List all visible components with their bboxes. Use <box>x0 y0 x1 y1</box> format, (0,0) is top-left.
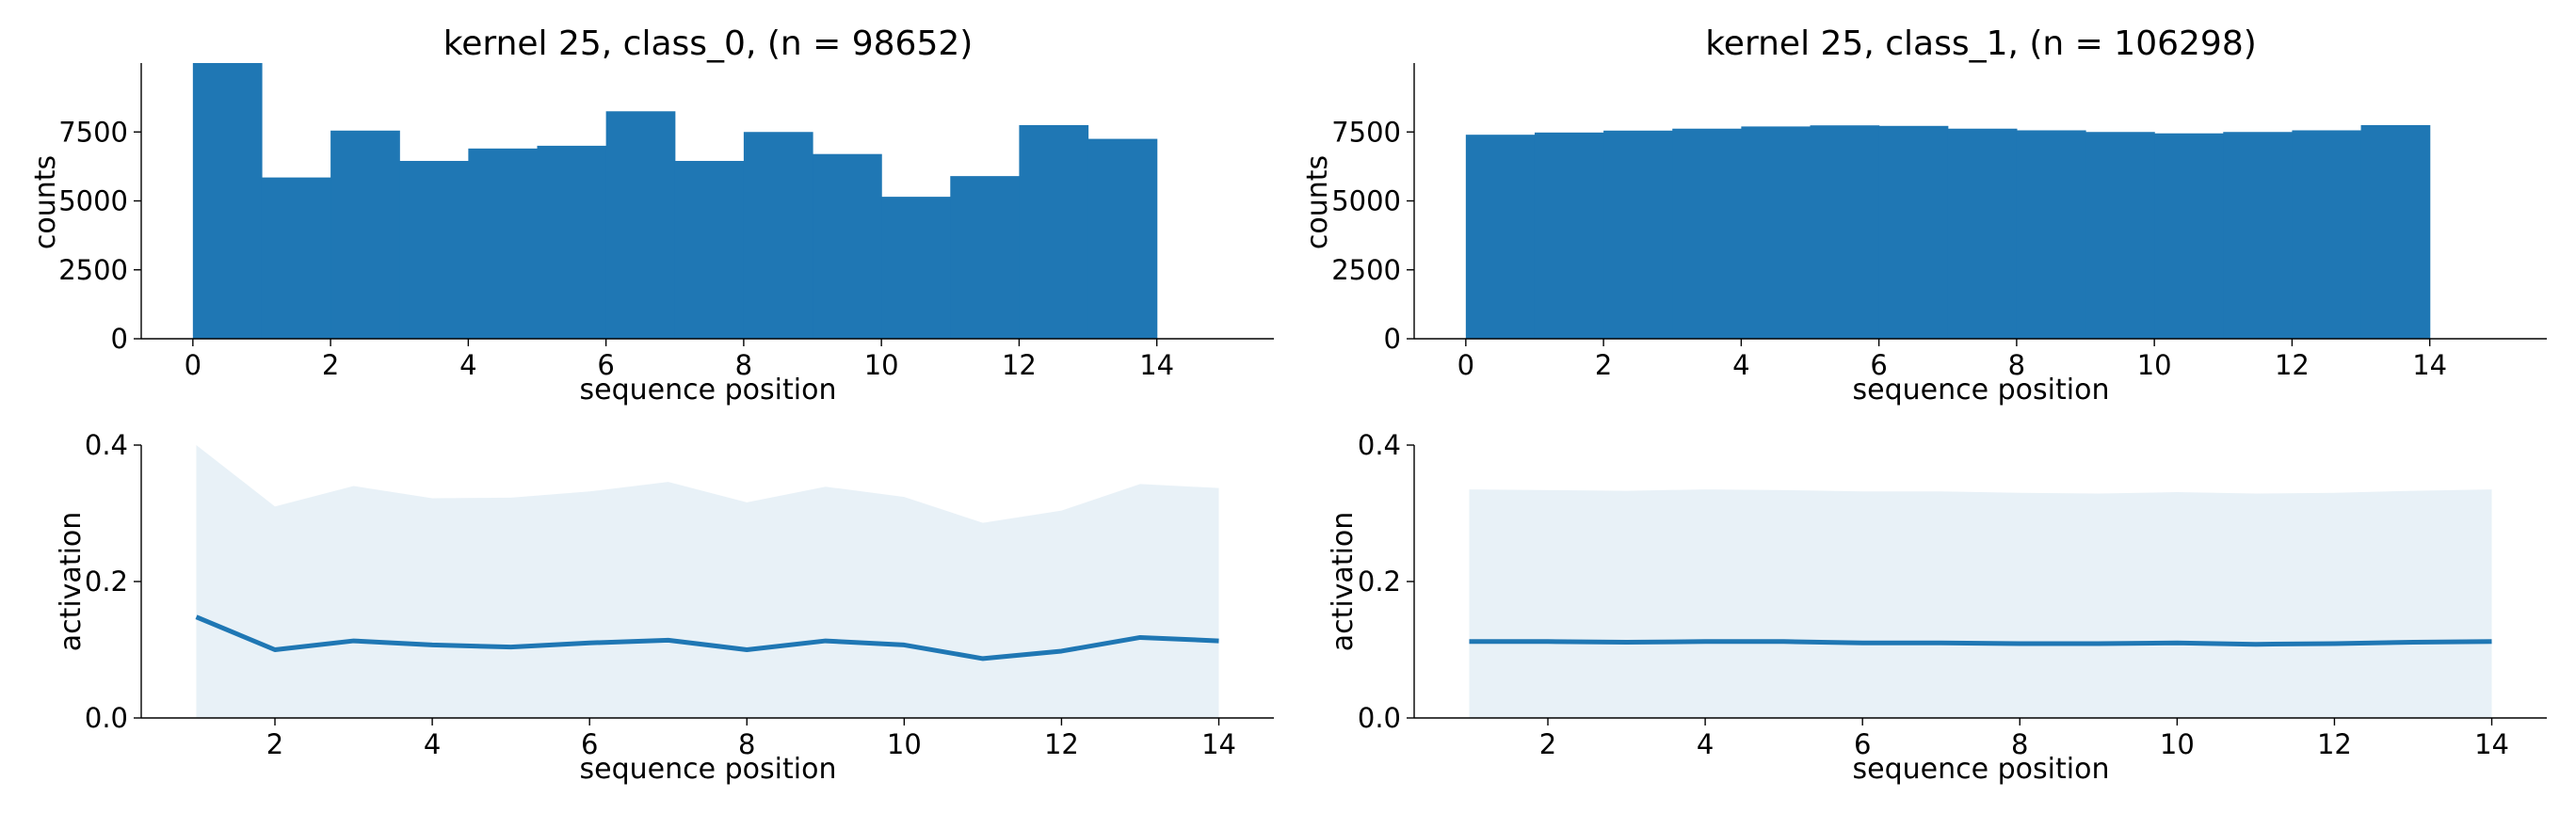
y-tick-label: 0.4 <box>85 429 128 461</box>
x-axis-label: sequence position <box>1853 753 2110 786</box>
histogram-bar <box>2016 130 2086 339</box>
histogram-bar <box>1603 130 1673 339</box>
y-tick-label: 2500 <box>1331 254 1401 286</box>
x-tick-label: 4 <box>459 349 476 381</box>
x-tick-label: 6 <box>581 728 598 760</box>
y-tick-label: 0 <box>111 323 128 355</box>
x-tick-label: 6 <box>1870 349 1887 381</box>
histogram-bar <box>2360 124 2431 339</box>
histogram-bar <box>605 111 676 340</box>
x-tick-label: 0 <box>1457 349 1474 381</box>
y-tick-label: 0 <box>1384 323 1401 355</box>
x-tick-label: 8 <box>2008 349 2025 381</box>
y-tick-label: 0.0 <box>85 702 128 734</box>
histogram-bar <box>1019 124 1089 339</box>
histogram-class-1-panel: kernel 25, class_1, (n = 106298) sequenc… <box>1301 24 2547 406</box>
histogram-bar <box>813 153 882 339</box>
y-tick-label: 2500 <box>58 254 128 286</box>
x-tick-label: 2 <box>322 349 339 381</box>
y-tick-label: 0.4 <box>1358 429 1401 461</box>
histogram-bar <box>330 130 400 339</box>
histogram-bar <box>1810 125 1880 339</box>
histogram-bar <box>1878 125 1949 339</box>
y-tick-label: 0.0 <box>1358 702 1401 734</box>
y-axis-label: activation <box>55 512 88 652</box>
chart-title: kernel 25, class_1, (n = 106298) <box>1705 24 2257 63</box>
histogram-bar <box>881 197 951 339</box>
x-tick-label: 8 <box>2011 728 2028 760</box>
histogram-bar <box>537 145 607 339</box>
histogram-bar <box>674 161 745 339</box>
histogram-bar <box>1087 138 1158 339</box>
x-tick-label: 14 <box>2474 728 2509 760</box>
histogram-bar <box>2292 130 2362 339</box>
x-tick-label: 14 <box>1139 349 1174 381</box>
y-tick-label: 0.2 <box>1358 566 1401 598</box>
histogram-bar <box>192 63 263 339</box>
x-tick-label: 10 <box>2160 728 2195 760</box>
activation-class-0-panel: sequence position activation 2 4 6 8 10 12 14 0… <box>55 429 1274 786</box>
histogram-bar <box>1672 128 1742 339</box>
x-tick-label: 14 <box>2412 349 2447 381</box>
x-tick-label: 2 <box>1539 728 1556 760</box>
histogram-bar <box>2154 133 2224 339</box>
activation-band <box>1469 489 2492 718</box>
x-tick-label: 8 <box>738 728 755 760</box>
y-tick-label: 7500 <box>1331 116 1401 148</box>
activation-mean-line <box>1469 639 2492 647</box>
histogram-bar <box>1465 135 1536 339</box>
y-tick-label: 0.2 <box>85 566 128 598</box>
y-axis-label: counts <box>1301 155 1334 249</box>
x-tick-label: 12 <box>2275 349 2310 381</box>
x-tick-label: 12 <box>1044 728 1079 760</box>
x-axis-label: sequence position <box>580 753 837 786</box>
histogram-bar <box>399 161 469 339</box>
histogram-bar <box>2085 132 2155 339</box>
x-tick-label: 6 <box>597 349 614 381</box>
activation-mean-line <box>195 614 1219 662</box>
histogram-bar <box>2223 132 2294 339</box>
x-tick-label: 12 <box>1002 349 1037 381</box>
histogram-bar <box>743 132 813 339</box>
activation-band <box>196 445 1219 718</box>
x-axis-label: sequence position <box>1853 374 2110 406</box>
histogram-class-0-panel: kernel 25, class_0, (n = 98652) sequence… <box>29 24 1274 406</box>
x-tick-label: 4 <box>1732 349 1749 381</box>
y-tick-label: 5000 <box>1331 185 1401 217</box>
y-axis-label: counts <box>29 155 62 249</box>
y-axis-label: activation <box>1327 512 1360 652</box>
activation-class-1-panel: sequence position activation 2 4 6 8 10 12 14 0… <box>1327 429 2547 786</box>
x-tick-label: 2 <box>1595 349 1612 381</box>
x-tick-label: 2 <box>266 728 283 760</box>
x-tick-label: 10 <box>887 728 922 760</box>
histogram-bar <box>950 176 1021 339</box>
x-tick-label: 4 <box>1697 728 1714 760</box>
chart-title: kernel 25, class_0, (n = 98652) <box>443 24 974 63</box>
histogram-bar <box>261 177 331 339</box>
x-tick-label: 6 <box>1854 728 1871 760</box>
x-tick-label: 10 <box>2137 349 2172 381</box>
y-tick-label: 7500 <box>58 116 128 148</box>
histogram-bar <box>468 148 539 339</box>
x-axis-label: sequence position <box>580 374 837 406</box>
histogram-bar <box>1741 126 1811 339</box>
x-tick-label: 10 <box>864 349 899 381</box>
x-tick-label: 0 <box>185 349 201 381</box>
histogram-bar <box>1534 132 1604 339</box>
x-tick-label: 14 <box>1201 728 1236 760</box>
x-tick-label: 12 <box>2317 728 2352 760</box>
y-tick-label: 5000 <box>58 185 128 217</box>
x-tick-label: 4 <box>424 728 441 760</box>
x-tick-label: 8 <box>735 349 752 381</box>
histogram-bar <box>1947 128 2018 339</box>
